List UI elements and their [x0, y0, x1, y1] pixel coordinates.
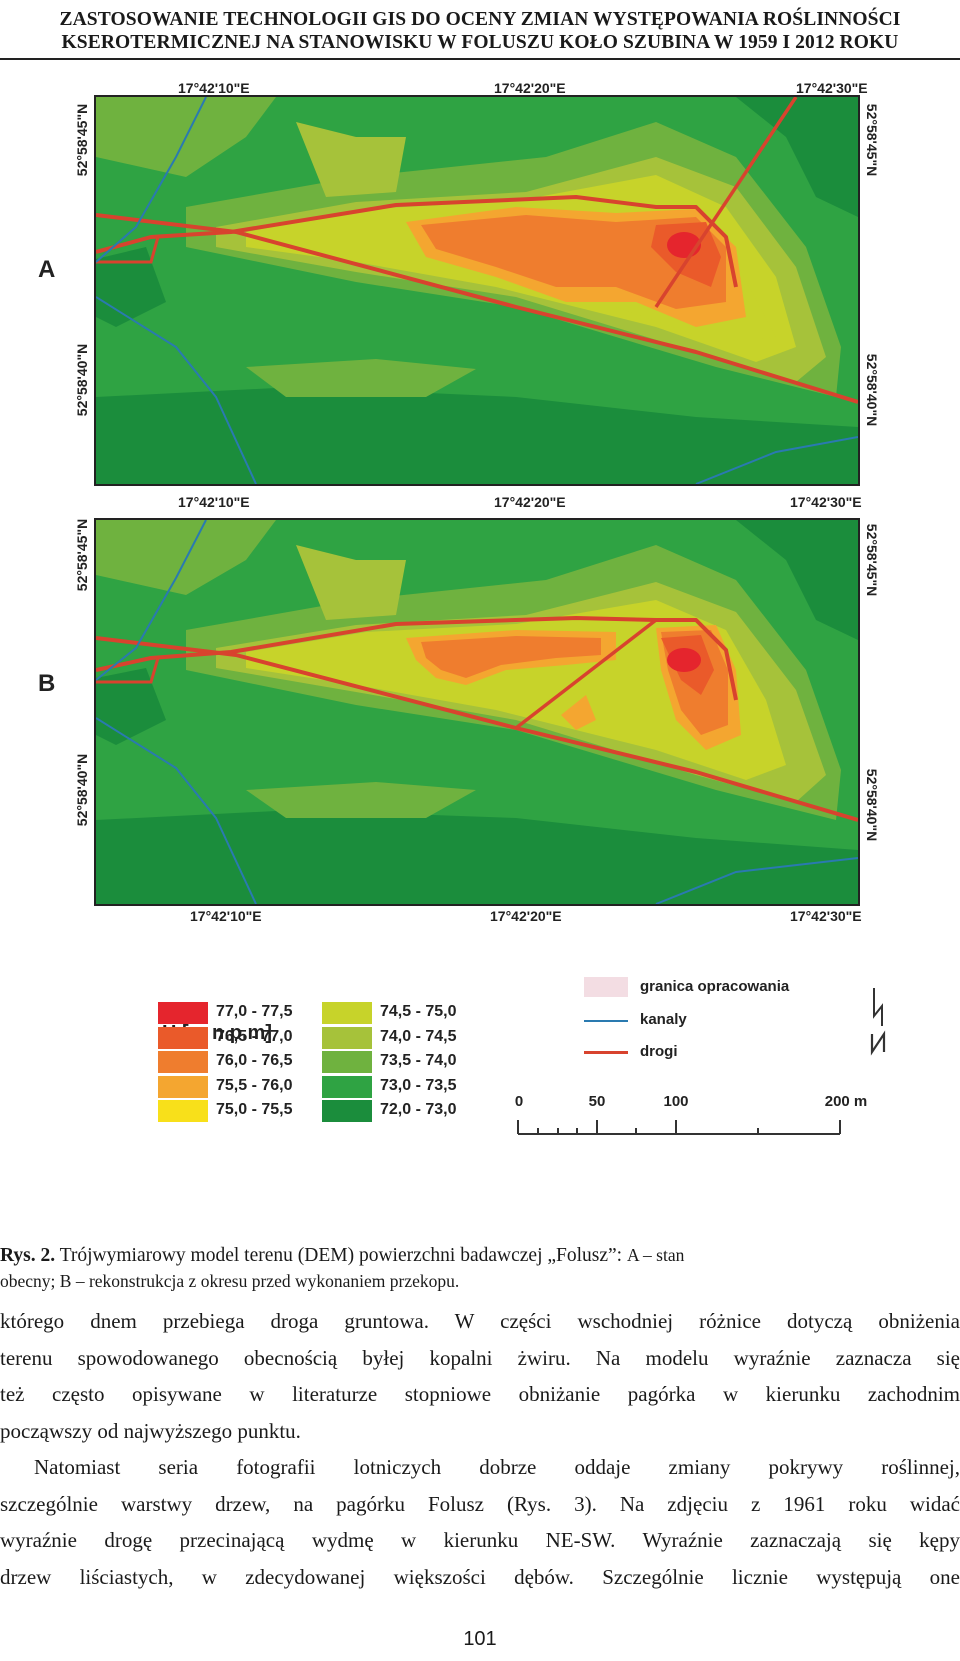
dem-map-b-graphic [96, 520, 858, 904]
caption-text: Trójwymiarowy model terenu (DEM) powierz… [55, 1245, 627, 1266]
caption-label: Rys. 2. [0, 1245, 56, 1266]
elevation-class-swatch [158, 1002, 208, 1024]
roads-line-swatch [584, 1051, 628, 1054]
panel-a-right-coord-2: 52°58'40"N [864, 353, 880, 427]
elevation-class-label: 74,0 - 74,5 [380, 1027, 457, 1045]
running-header: ZASTOSOWANIE TECHNOLOGII GIS DO OCENY ZM… [0, 8, 960, 54]
elevation-class-swatch [158, 1026, 208, 1049]
panel-b-left-coord-2: 52°58'40"N [74, 753, 90, 827]
panel-b-right-coord-1: 52°58'45"N [864, 523, 880, 597]
elevation-class-swatch [158, 1075, 208, 1098]
dem-map-a-graphic [96, 97, 858, 484]
elevation-class-label: 76,0 - 76,5 [216, 1052, 293, 1069]
panel-b-top-coord-2: 17°42'20"E [494, 494, 566, 510]
text-line: szczególnie warstwy drzew, na pagórku Fo… [0, 1491, 960, 1516]
elevation-class-swatch [158, 1100, 208, 1122]
dem-map-panel-b [94, 518, 860, 906]
elevation-class-label: 76,5 - 77,0 [216, 1027, 293, 1045]
panel-b-right-coord-2: 52°58'40"N [864, 768, 880, 842]
scale-label-200m: 200 m [824, 1093, 868, 1110]
elevation-class-swatch [322, 1051, 372, 1073]
panel-b-top-coord-3: 17°42'30"E [790, 494, 862, 510]
elevation-class-label: 73,0 - 73,5 [380, 1076, 457, 1094]
roads-label: drogi [640, 1043, 678, 1060]
header-line-2: KSEROTERMICZNEJ NA STANOWISKU W FOLUSZU … [61, 32, 899, 53]
header-rule [0, 58, 960, 60]
elevation-class-swatch [322, 1100, 372, 1122]
elevation-class-label: 75,5 - 76,0 [216, 1076, 293, 1094]
elevation-class-label: 74,5 - 75,0 [380, 1003, 457, 1020]
panel-b-bottom-coord-2: 17°42'20"E [490, 908, 562, 924]
elevation-class-swatch [158, 1051, 208, 1073]
text-line: terenu spowodowanego obecnością byłej ko… [0, 1345, 960, 1370]
text-line: też często opisywane w literaturze stopn… [0, 1382, 960, 1406]
panel-b-top-coord-1: 17°42'10"E [178, 494, 250, 510]
elevation-class-swatch [322, 1026, 372, 1049]
caption-line-2: obecny; B – rekonstrukcja z okresu przed… [0, 1271, 460, 1291]
text-line: wyraźnie drogę przecinającą wydmę w kier… [0, 1528, 960, 1552]
elevation-class-label: 75,0 - 75,5 [216, 1101, 293, 1118]
text-line: którego dnem przebiega droga gruntowa. W… [0, 1309, 960, 1333]
elevation-class-swatch [322, 1075, 372, 1098]
panel-b-label: B [38, 670, 56, 697]
scale-label-0: 0 [514, 1093, 524, 1110]
dem-map-panel-a [94, 95, 860, 486]
page-number: 101 [463, 1628, 497, 1650]
paragraph-1: którego dnem przebiega droga gruntowa. W… [0, 1303, 960, 1449]
panel-a-label: A [38, 256, 56, 283]
header-line-1: ZASTOSOWANIE TECHNOLOGII GIS DO OCENY ZM… [59, 9, 901, 30]
scale-label-50: 50 [588, 1093, 606, 1110]
elevation-class-label: 72,0 - 73,0 [380, 1101, 457, 1118]
body-text: którego dnem przebiega droga gruntowa. W… [0, 1303, 960, 1595]
scale-bar [517, 1120, 841, 1135]
text-line: począwszy od najwyższego punktu. [0, 1418, 301, 1443]
paragraph-2: Natomiast seria fotografii lotniczych do… [0, 1449, 960, 1595]
canals-line-swatch [584, 1020, 628, 1022]
panel-b-bottom-coord-3: 17°42'30"E [790, 908, 862, 924]
elevation-class-label: 77,0 - 77,5 [216, 1003, 293, 1020]
text-line: Natomiast seria fotografii lotniczych do… [34, 1455, 960, 1479]
panel-b-bottom-coord-1: 17°42'10"E [190, 908, 262, 924]
study-boundary-swatch [584, 977, 628, 997]
elevation-class-swatch [322, 1002, 372, 1024]
panel-a-right-coord-1: 52°58'45"N [864, 103, 880, 177]
study-boundary-label: granica opracowania [640, 978, 790, 995]
north-arrow-icon [870, 988, 886, 1056]
figure-caption: Rys. 2. Trójwymiarowy model terenu (DEM)… [0, 1241, 960, 1292]
panel-a-left-coord-2: 52°58'40"N [74, 343, 90, 417]
elevation-class-label: 73,5 - 74,0 [380, 1052, 457, 1069]
scale-label-100: 100 [663, 1093, 689, 1110]
panel-a-top-coord-1: 17°42'10"E [178, 80, 250, 96]
panel-b-left-coord-1: 52°58'45"N [74, 518, 90, 592]
caption-text-small: A – stan [626, 1245, 685, 1265]
panel-a-top-coord-3: 17°42'30"E [796, 80, 868, 96]
text-line: drzew liściastych, w zdecydowanej większ… [0, 1564, 960, 1589]
panel-a-top-coord-2: 17°42'20"E [494, 80, 566, 96]
panel-a-left-coord-1: 52°58'45"N [74, 103, 90, 177]
canals-label: kanaly [640, 1011, 687, 1028]
